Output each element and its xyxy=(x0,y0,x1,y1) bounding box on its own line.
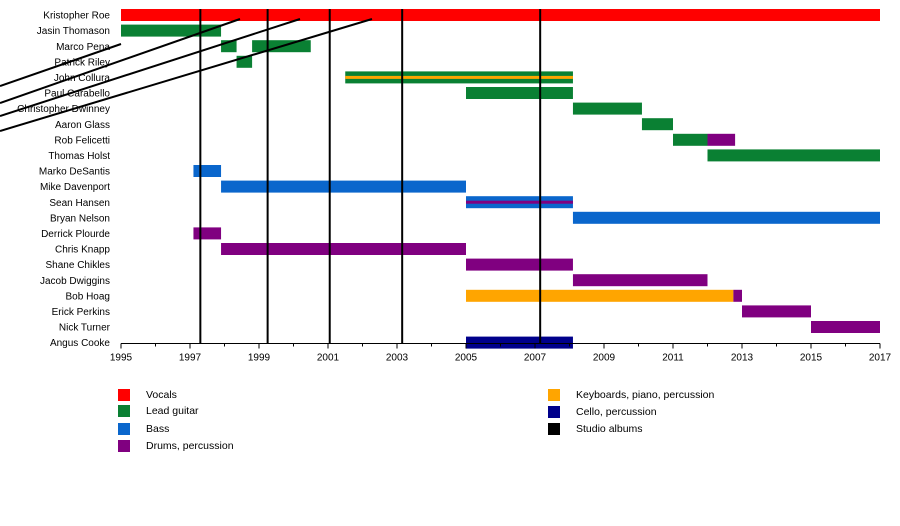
legend-item-vocals: Vocals xyxy=(118,389,177,401)
bar-shane-chikles-drums xyxy=(466,258,573,271)
legend-swatch-studio-albums xyxy=(548,423,560,435)
legend-item-cello: Cello, percussion xyxy=(548,406,657,418)
bar-kristopher-roe-vocals xyxy=(121,9,880,21)
legend-item-drums: Drums, percussion xyxy=(118,440,234,452)
label-chris-knapp: Chris Knapp xyxy=(55,245,110,256)
bar-rob-felicetti-lead xyxy=(673,133,708,146)
legend-item-keyboards: Keyboards, piano, percussion xyxy=(548,389,714,401)
label-angus-cooke: Angus Cooke xyxy=(50,338,110,349)
bar-aaron-glass-lead xyxy=(641,118,673,131)
legend-swatch-lead-guitar xyxy=(118,405,130,417)
x-tick-label-1999: 1999 xyxy=(248,353,271,364)
label-shane-chikles: Shane Chikles xyxy=(46,260,110,271)
bar-erick-perkins-drums xyxy=(742,305,811,318)
legend-swatch-cello xyxy=(548,406,560,418)
legend-label-bass: Bass xyxy=(146,423,170,435)
label-jasin-thomason: Jasin Thomason xyxy=(37,26,110,37)
legend-label-vocals: Vocals xyxy=(146,389,177,401)
x-axis: 1995 1997 1999 2001 2003 2005 2007 2009 2011 2013… xyxy=(110,343,892,364)
bar-nick-turner-drums xyxy=(811,321,880,333)
x-tick-label-1997: 1997 xyxy=(179,353,202,364)
bar-john-collura-keys-stripe xyxy=(345,75,573,79)
legend-item-bass: Bass xyxy=(118,423,169,435)
x-tick-label-2013: 2013 xyxy=(731,353,754,364)
label-john-collura: John Collura xyxy=(54,73,111,84)
legend-swatch-keyboards xyxy=(548,389,560,401)
legend-label-keyboards: Keyboards, piano, percussion xyxy=(576,389,715,401)
legend-item-lead-guitar: Lead guitar xyxy=(118,405,199,417)
label-christopher-dwinney: Christopher Dwinney xyxy=(17,104,110,115)
bar-marko-desantis-bass xyxy=(193,165,222,177)
diagonal-line-artifacts xyxy=(0,18,373,132)
label-jacob-dwiggins: Jacob Dwiggins xyxy=(40,276,110,287)
label-kristopher-roe: Kristopher Roe xyxy=(43,11,110,22)
legend-label-drums: Drums, percussion xyxy=(146,440,234,452)
label-erick-perkins: Erick Perkins xyxy=(52,307,110,318)
x-tick-label-2017: 2017 xyxy=(869,353,892,364)
x-tick-label-2001: 2001 xyxy=(317,353,340,364)
studio-album-lines xyxy=(199,9,542,344)
bar-thomas-holst-lead xyxy=(707,149,880,162)
legend-label-studio-albums: Studio albums xyxy=(576,423,643,435)
x-tick-label-2009: 2009 xyxy=(593,353,616,364)
label-aaron-glass: Aaron Glass xyxy=(55,120,110,131)
x-tick-label-2015: 2015 xyxy=(800,353,823,364)
bar-jasin-thomason-lead xyxy=(121,24,222,37)
label-thomas-holst: Thomas Holst xyxy=(48,151,110,162)
bar-mike-davenport-bass xyxy=(221,180,466,193)
diagonal-artifact-line-2 xyxy=(0,18,241,104)
bar-angus-cooke-cello xyxy=(466,336,573,349)
label-derrick-plourde: Derrick Plourde xyxy=(41,229,110,240)
label-marko-desantis: Marko DeSantis xyxy=(39,167,110,178)
label-bob-hoag: Bob Hoag xyxy=(66,291,110,302)
legend-item-studio-albums: Studio albums xyxy=(548,423,643,435)
label-nick-turner: Nick Turner xyxy=(59,323,111,334)
bar-sean-hansen-drums-stripe xyxy=(466,200,573,204)
label-bryan-nelson: Bryan Nelson xyxy=(50,213,110,224)
x-tick-label-2003: 2003 xyxy=(386,353,409,364)
x-tick-label-1995: 1995 xyxy=(110,353,133,364)
x-tick-label-2011: 2011 xyxy=(662,353,684,364)
diagonal-artifact-line-4 xyxy=(0,18,373,132)
label-patrick-riley: Patrick Riley xyxy=(54,57,110,68)
legend-label-lead-guitar: Lead guitar xyxy=(146,405,199,417)
bar-bryan-nelson-bass xyxy=(572,211,880,224)
label-paul-carabello: Paul Carabello xyxy=(44,89,110,100)
member-name-labels: Kristopher Roe Jasin Thomason Marco Pena Pa… xyxy=(17,11,110,350)
bar-jacob-dwiggins-drums xyxy=(572,274,708,287)
label-mike-davenport: Mike Davenport xyxy=(40,182,110,193)
bar-rob-felicetti-drums-1 xyxy=(707,133,736,146)
diagonal-artifact-line-1 xyxy=(0,43,122,87)
x-tick-label-2005: 2005 xyxy=(455,353,478,364)
member-bars xyxy=(121,9,880,349)
diagonal-artifact-line-3 xyxy=(0,18,301,117)
label-rob-felicetti: Rob Felicetti xyxy=(54,135,110,146)
bar-chris-knapp-drums xyxy=(221,243,466,255)
legend-swatch-drums xyxy=(118,440,130,452)
bar-paul-carabello-lead xyxy=(466,87,573,99)
x-tick-label-2007: 2007 xyxy=(524,353,547,364)
label-sean-hansen: Sean Hansen xyxy=(49,198,110,209)
legend-swatch-vocals xyxy=(118,389,130,401)
bar-christopher-dwinney-lead xyxy=(572,102,642,115)
bar-bob-hoag-drums-1 xyxy=(733,289,742,302)
legend-swatch-bass xyxy=(118,423,130,435)
bar-derrick-plourde-drums xyxy=(193,227,222,240)
bar-bob-hoag-keys xyxy=(466,289,734,302)
label-marco-pena: Marco Pena xyxy=(56,42,110,53)
legend-label-cello: Cello, percussion xyxy=(576,406,657,418)
